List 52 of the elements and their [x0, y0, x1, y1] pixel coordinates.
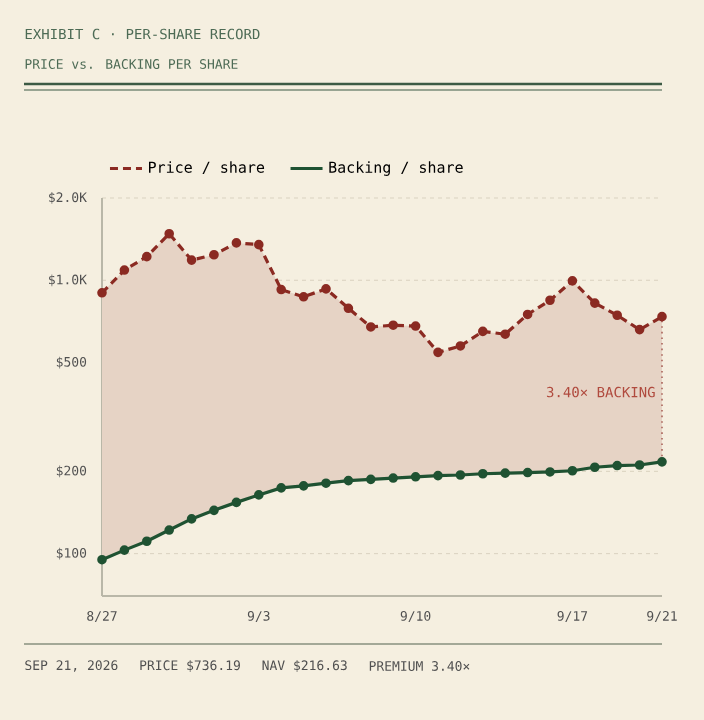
point [612, 460, 623, 471]
point [410, 472, 421, 482]
point [298, 292, 309, 302]
point [545, 295, 555, 306]
point [366, 322, 376, 332]
point [388, 473, 398, 483]
point [164, 228, 174, 239]
point [97, 287, 107, 298]
point [657, 311, 667, 322]
point [142, 251, 152, 262]
point [186, 255, 197, 265]
point [590, 298, 600, 308]
point [433, 470, 443, 481]
point [142, 536, 152, 547]
point [567, 465, 578, 476]
point [388, 320, 398, 330]
point [567, 276, 578, 286]
point [276, 284, 286, 295]
point [276, 483, 286, 493]
point [522, 309, 533, 320]
point [366, 474, 376, 485]
point [119, 545, 130, 555]
point [500, 329, 510, 339]
point [343, 475, 354, 486]
point [545, 467, 555, 477]
point [254, 239, 264, 250]
point [119, 265, 130, 275]
point [321, 284, 331, 294]
point [164, 525, 174, 535]
point [254, 490, 264, 500]
point [634, 324, 645, 335]
point [478, 326, 488, 337]
point [478, 468, 488, 479]
point [97, 554, 107, 565]
point [298, 481, 309, 491]
point [231, 238, 242, 248]
point [209, 249, 219, 260]
point [231, 497, 242, 508]
point [522, 467, 533, 478]
point [410, 321, 421, 331]
point [612, 310, 623, 321]
point [657, 457, 667, 467]
point [433, 347, 443, 358]
point [500, 468, 510, 478]
point [186, 514, 197, 524]
point [455, 341, 466, 351]
point [590, 462, 600, 473]
point [343, 303, 354, 314]
point [321, 478, 331, 489]
point [634, 460, 645, 470]
point [455, 470, 466, 480]
point [209, 505, 219, 516]
